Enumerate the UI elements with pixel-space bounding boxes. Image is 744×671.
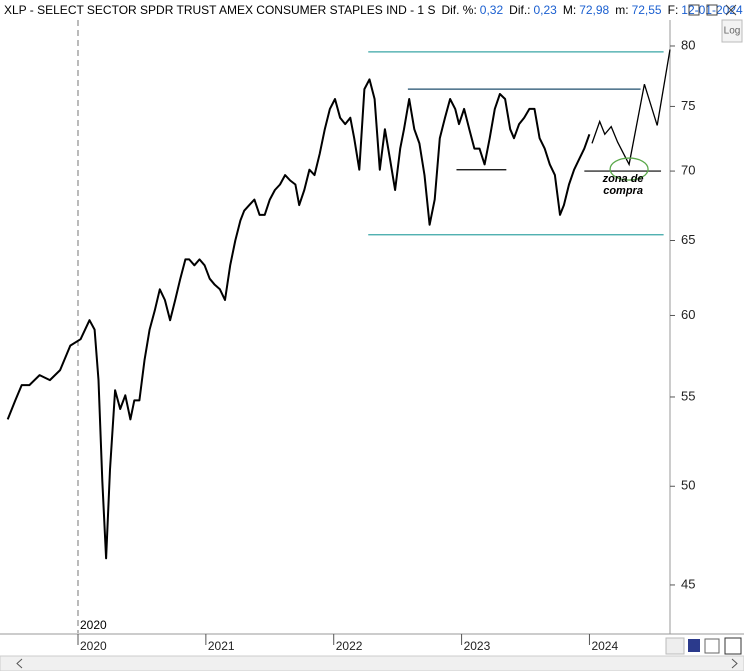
- x-tick-label: 2020: [80, 639, 107, 653]
- projection-line: [591, 49, 671, 167]
- y-tick-label: 80: [681, 37, 695, 52]
- x-tick-label: 2023: [464, 639, 491, 653]
- x-tick-label: 2021: [208, 639, 235, 653]
- header-title: XLP - SELECT SECTOR SPDR TRUST AMEX CONS…: [4, 3, 435, 17]
- minimize[interactable]: [688, 4, 700, 16]
- header-field-value: 0,23: [534, 3, 558, 17]
- header-field-value: 0,32: [480, 3, 504, 17]
- scrollbar[interactable]: [0, 655, 744, 671]
- scroll-right[interactable]: [731, 658, 738, 669]
- header-field-label: F:: [668, 3, 679, 17]
- save-icon[interactable]: [688, 639, 700, 652]
- y-tick-label: 60: [681, 307, 695, 322]
- y-tick-label: 65: [681, 232, 695, 247]
- zone-label: compra: [603, 185, 643, 197]
- select-icon[interactable]: [724, 637, 742, 655]
- y-tick-label: 70: [681, 163, 695, 178]
- y-tick-label: 75: [681, 98, 695, 113]
- zoom-icon[interactable]: [665, 637, 685, 655]
- toolbar-icons[interactable]: [665, 637, 742, 655]
- y-tick-label: 55: [681, 388, 695, 403]
- header-text: XLP - SELECT SECTOR SPDR TRUST AMEX CONS…: [4, 3, 744, 17]
- buy-zone: [609, 157, 649, 181]
- scroll-left[interactable]: [16, 658, 23, 669]
- marker-label: 2020: [80, 618, 107, 632]
- x-tick-label: 2022: [336, 639, 363, 653]
- zone-label: zona de: [602, 173, 644, 185]
- header-field-label: m:: [615, 3, 628, 17]
- close[interactable]: [725, 4, 737, 16]
- pin-icon[interactable]: [704, 638, 720, 654]
- price-line: [6, 78, 591, 560]
- log-button[interactable]: [721, 19, 743, 43]
- y-tick-label: 50: [681, 478, 695, 493]
- header-field-label: Dif. %:: [441, 3, 476, 17]
- header-field-label: Dif.:: [509, 3, 530, 17]
- header-field-value: 72,98: [579, 3, 609, 17]
- header-field-label: M:: [563, 3, 576, 17]
- x-tick-label: 2024: [591, 639, 618, 653]
- title-bar: [0, 0, 744, 20]
- header-field-value: 72,55: [632, 3, 662, 17]
- maximize[interactable]: [706, 4, 718, 16]
- log-button-label[interactable]: Log: [724, 26, 741, 37]
- window-buttons[interactable]: [688, 4, 737, 16]
- y-tick-label: 45: [681, 576, 695, 591]
